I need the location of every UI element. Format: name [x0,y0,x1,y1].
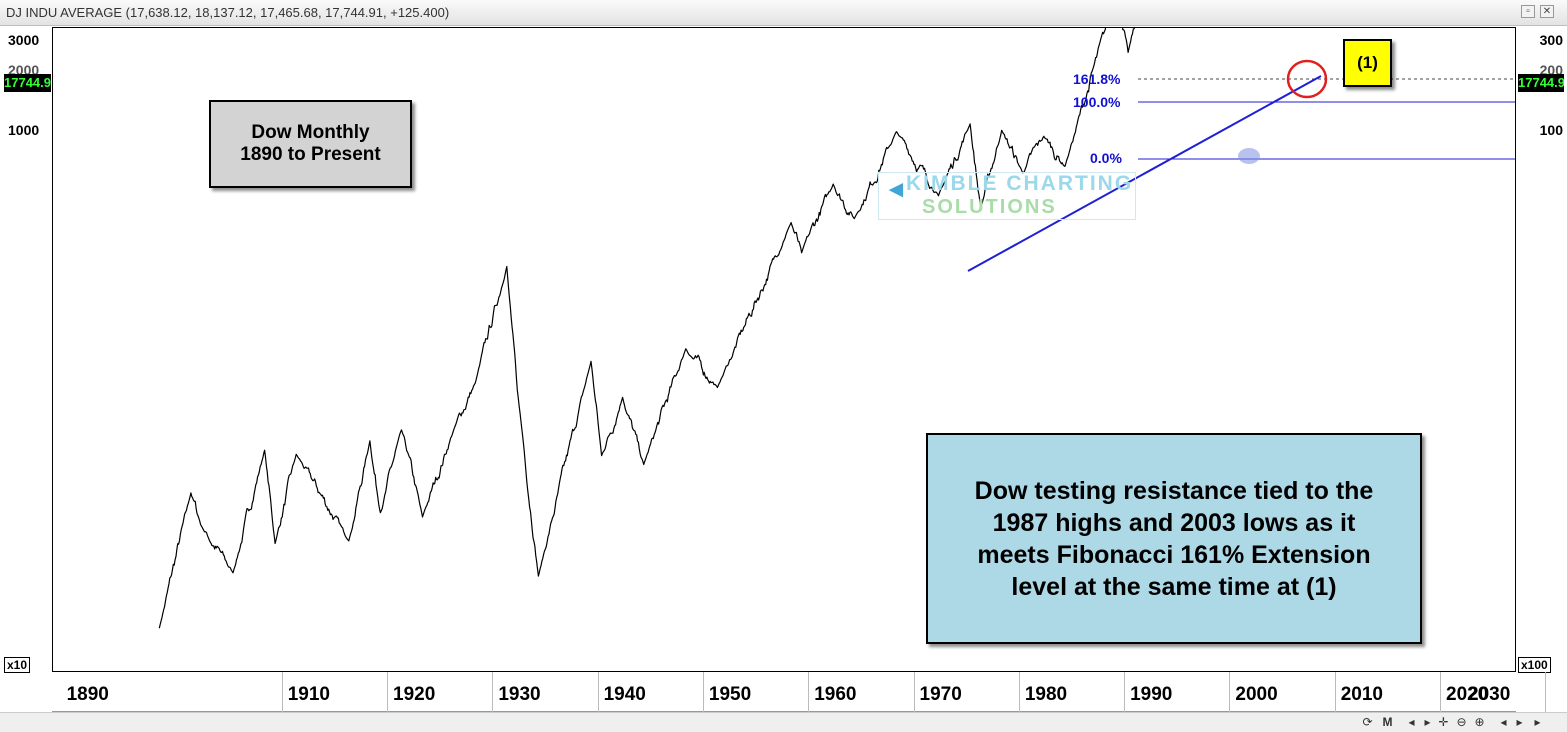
scroll-right-icon[interactable]: ▸ [1516,715,1523,729]
window-title: DJ INDU AVERAGE (17,638.12, 18,137.12, 1… [6,5,450,20]
2009-low-highlight [1238,148,1260,164]
watermark-arrow-icon: ◄ [884,176,908,203]
left-tick-1000: 1000 [8,122,40,138]
pan-right-icon[interactable]: ▸ [1424,715,1431,729]
x-tick-1940: 1940 [603,684,646,705]
x-tick-1960: 1960 [814,684,857,705]
title-callout: Dow Monthly 1890 to Present [209,100,412,188]
watermark-line1: KIMBLE CHARTING [906,172,1134,195]
watermark-frame [878,172,1136,220]
fib-label-0: 0.0% [1090,150,1122,166]
price-chart-svg [158,28,1515,629]
x-tick-1890: 1890 [66,684,109,705]
x-tick-1980: 1980 [1024,684,1068,705]
right-tick-300: 300 [1539,32,1563,48]
time-axis: 1890 1910 1920 1930 1940 1950 1960 1970 1980 1990… [52,672,1547,712]
x-tick-1990: 1990 [1130,684,1173,705]
price-series-line [158,28,1135,629]
fibonacci-lines [1138,78,1515,160]
x-gridmark [808,672,810,712]
zoom-in-icon[interactable]: ⊕ [1474,715,1485,729]
zoom-out-icon[interactable]: ⊖ [1456,715,1467,729]
note-line2: 1987 highs and 2003 lows as it [992,508,1356,537]
fib-label-100: 100.0% [1073,94,1121,110]
note-line4: level at the same time at (1) [1011,572,1337,601]
pan-left-icon[interactable]: ◂ [1408,715,1415,729]
x-tick-1950: 1950 [708,684,752,705]
x-gridmark [1124,672,1126,712]
marker-1-text: (1) [1357,53,1378,72]
x-gridmark [1229,672,1231,712]
scroll-end-icon[interactable]: ▸ [1534,715,1541,729]
left-scale-multiplier: x10 [4,657,31,673]
x-gridmark [1440,672,1442,712]
scroll-left-icon[interactable]: ◂ [1500,715,1507,729]
watermark-line2: SOLUTIONS [922,196,1057,218]
x-gridmark [1545,672,1547,712]
crosshair-icon[interactable]: ✛ [1438,715,1449,729]
x-tick-2000: 2000 [1235,684,1278,705]
left-tick-3000: 3000 [8,32,40,48]
x-gridmark [281,672,283,712]
window-title-bar: DJ INDU AVERAGE (17,638.12, 18,137.12, 1… [0,0,1567,26]
x-gridmark [387,672,389,712]
x-tick-1910: 1910 [287,684,330,705]
title-callout-line2: 1890 to Present [240,144,381,165]
note-line1: Dow testing resistance tied to the [974,476,1374,505]
right-last-price-badge: 17744.91 [1518,74,1564,92]
x-gridmark [1334,672,1336,712]
right-price-axis: 300 200 100 17744.91 x100 [1516,27,1567,673]
x-gridmark [913,672,915,712]
m-icon[interactable]: M [1382,715,1393,729]
fib-label-161: 161.8% [1073,71,1121,87]
refresh-icon[interactable]: ⟳ [1362,715,1373,729]
x-gridmark [1018,672,1020,712]
resistance-circle [1286,59,1328,99]
left-last-price-badge: 17744.91 [4,74,51,92]
x-gridmark [702,672,704,712]
x-tick-1970: 1970 [919,684,962,705]
x-tick-2030: 2030 [1468,684,1511,705]
note-callout: Dow testing resistance tied to the 1987 … [926,433,1422,644]
close-button[interactable]: ✕ [1540,5,1554,18]
chart-toolbar: ⟳ M ◂ ▸ ✛ ⊖ ⊕ ◂ ▸ ▸ [0,712,1567,732]
x-gridmark [597,672,599,712]
left-price-axis: 3000 2000 1000 17744.91 x10 [0,27,52,673]
title-callout-line1: Dow Monthly [251,122,370,143]
x-tick-2010: 2010 [1340,684,1383,705]
x-tick-1930: 1930 [498,684,541,705]
x-tick-1920: 1920 [393,684,436,705]
x-tick-2020: 2020 [1446,684,1489,705]
marker-1-label: (1) [1343,39,1392,87]
right-tick-100: 100 [1539,122,1563,138]
right-scale-multiplier: x100 [1518,657,1551,673]
x-gridmark [492,672,494,712]
restore-button[interactable]: ▫ [1521,5,1535,18]
trendline [967,75,1322,272]
note-line3: meets Fibonacci 161% Extension [977,540,1371,569]
